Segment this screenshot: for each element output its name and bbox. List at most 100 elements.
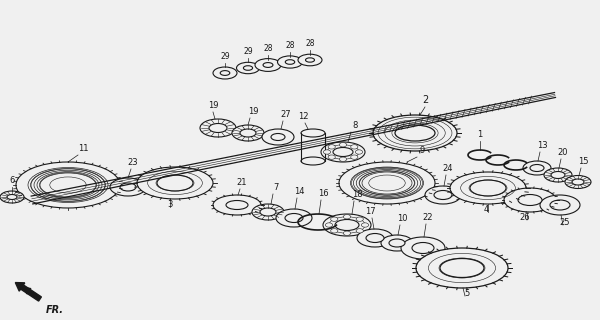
Text: 5: 5: [464, 289, 470, 298]
Ellipse shape: [323, 150, 331, 154]
Ellipse shape: [355, 150, 362, 154]
Ellipse shape: [328, 145, 335, 149]
Ellipse shape: [572, 179, 584, 185]
Ellipse shape: [240, 129, 256, 137]
Ellipse shape: [213, 195, 261, 215]
Ellipse shape: [450, 172, 526, 204]
Text: 6: 6: [10, 176, 14, 185]
Text: 29: 29: [243, 47, 253, 56]
Text: FR.: FR.: [46, 305, 64, 315]
FancyArrow shape: [16, 283, 41, 301]
Ellipse shape: [540, 195, 580, 215]
Text: 8: 8: [352, 121, 358, 130]
Text: 4: 4: [484, 205, 488, 214]
Ellipse shape: [440, 259, 484, 277]
Ellipse shape: [285, 60, 295, 64]
Text: 26: 26: [520, 213, 530, 222]
Ellipse shape: [551, 172, 565, 179]
Text: 11: 11: [78, 144, 88, 153]
Text: 20: 20: [558, 148, 568, 157]
Ellipse shape: [200, 119, 236, 137]
Ellipse shape: [0, 191, 24, 203]
Text: 18: 18: [352, 190, 362, 199]
Text: 29: 29: [220, 52, 230, 61]
Ellipse shape: [357, 229, 393, 247]
Text: 10: 10: [397, 214, 407, 223]
Ellipse shape: [305, 58, 314, 62]
Ellipse shape: [120, 183, 136, 191]
Text: 1: 1: [478, 130, 482, 139]
Text: 25: 25: [560, 218, 570, 227]
Ellipse shape: [356, 229, 364, 233]
Ellipse shape: [331, 229, 338, 233]
Text: 23: 23: [128, 158, 139, 167]
Ellipse shape: [401, 237, 445, 259]
Ellipse shape: [416, 248, 508, 288]
Ellipse shape: [351, 145, 358, 149]
Ellipse shape: [285, 213, 303, 222]
Ellipse shape: [260, 208, 276, 216]
Ellipse shape: [518, 195, 542, 205]
Ellipse shape: [255, 59, 281, 71]
Ellipse shape: [301, 129, 325, 137]
Ellipse shape: [276, 209, 312, 227]
Ellipse shape: [137, 167, 213, 199]
Ellipse shape: [277, 56, 302, 68]
Ellipse shape: [381, 235, 413, 251]
Ellipse shape: [157, 175, 193, 191]
Text: 17: 17: [365, 207, 376, 216]
Ellipse shape: [565, 175, 591, 188]
Ellipse shape: [425, 186, 461, 204]
Ellipse shape: [389, 239, 405, 247]
Text: 27: 27: [281, 110, 292, 119]
Ellipse shape: [262, 129, 294, 145]
Text: 13: 13: [536, 141, 547, 150]
Ellipse shape: [321, 142, 365, 162]
Ellipse shape: [366, 234, 384, 243]
Ellipse shape: [544, 168, 572, 182]
Text: 19: 19: [208, 101, 218, 110]
Text: 19: 19: [248, 107, 258, 116]
Ellipse shape: [328, 155, 335, 159]
Ellipse shape: [434, 190, 452, 199]
Ellipse shape: [325, 223, 332, 227]
Text: 21: 21: [237, 178, 247, 187]
Ellipse shape: [340, 157, 347, 161]
Ellipse shape: [361, 223, 368, 227]
Text: 22: 22: [423, 213, 433, 222]
Ellipse shape: [530, 164, 544, 172]
Ellipse shape: [373, 115, 457, 151]
Ellipse shape: [412, 243, 434, 253]
Ellipse shape: [343, 215, 350, 219]
Ellipse shape: [523, 161, 551, 175]
Text: 24: 24: [443, 164, 453, 173]
Ellipse shape: [213, 67, 237, 79]
Ellipse shape: [351, 155, 358, 159]
Ellipse shape: [209, 124, 227, 132]
Ellipse shape: [263, 63, 273, 68]
Ellipse shape: [252, 204, 284, 220]
Text: 28: 28: [263, 44, 273, 53]
Ellipse shape: [7, 195, 17, 199]
Text: 15: 15: [578, 157, 588, 166]
Ellipse shape: [395, 125, 435, 141]
Ellipse shape: [331, 217, 338, 221]
Ellipse shape: [343, 231, 350, 236]
Text: 3: 3: [167, 200, 173, 209]
Ellipse shape: [323, 214, 371, 236]
Text: 12: 12: [298, 112, 308, 121]
Text: 28: 28: [305, 39, 315, 48]
Ellipse shape: [339, 162, 435, 204]
Ellipse shape: [232, 125, 264, 141]
Ellipse shape: [110, 178, 146, 196]
Text: 9: 9: [419, 146, 425, 155]
Ellipse shape: [244, 66, 253, 70]
Text: 28: 28: [285, 41, 295, 50]
Ellipse shape: [16, 162, 120, 208]
Text: 7: 7: [274, 183, 278, 192]
Ellipse shape: [220, 71, 230, 76]
Ellipse shape: [333, 148, 353, 156]
Ellipse shape: [470, 180, 506, 196]
Ellipse shape: [550, 200, 570, 210]
Ellipse shape: [504, 188, 556, 212]
